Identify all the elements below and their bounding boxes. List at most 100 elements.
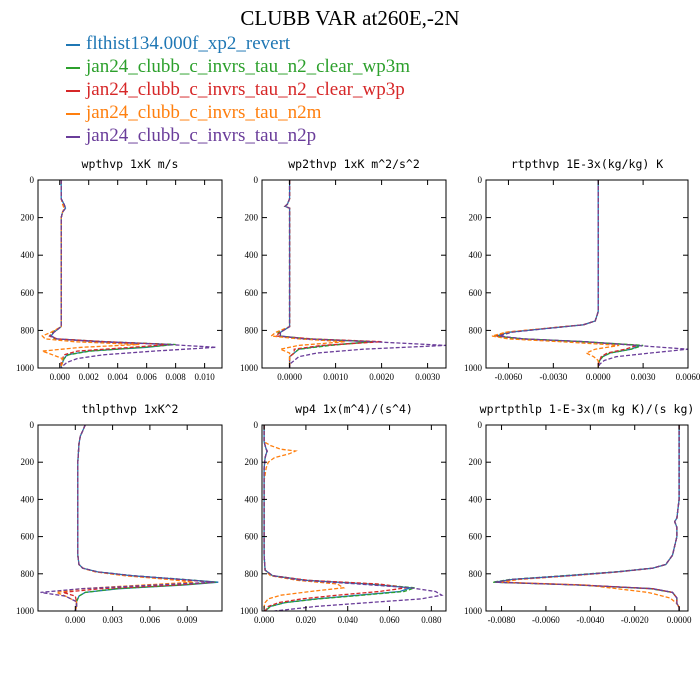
y-tick-label: 600: [21, 288, 35, 298]
x-tick-label: -0.0020: [621, 615, 649, 625]
x-tick-label: 0.000: [50, 372, 71, 382]
series-line: [54, 425, 194, 611]
x-tick-label: 0.000: [65, 615, 86, 625]
series-line: [491, 180, 620, 368]
x-tick-label: -0.0080: [488, 615, 516, 625]
y-tick-label: 1000: [464, 606, 483, 616]
legend-swatch: [66, 66, 80, 69]
series-line: [263, 425, 346, 611]
series-line: [41, 180, 140, 368]
y-tick-label: 1000: [240, 606, 259, 616]
y-tick-label: 200: [245, 457, 259, 467]
legend-label: flthist134.000f_xp2_revert: [86, 33, 291, 54]
legend-swatch: [66, 135, 80, 138]
y-tick-label: 600: [21, 532, 35, 542]
series-line: [40, 425, 215, 611]
x-tick-label: 0.006: [140, 615, 161, 625]
y-tick-label: 800: [21, 325, 35, 335]
x-tick-label: -0.0060: [495, 372, 523, 382]
y-tick-label: 200: [21, 457, 35, 467]
plot-frame: [37, 424, 223, 612]
x-tick-label: 0.002: [79, 372, 99, 382]
subplot: wp2thvp 1xK m^2/s^2 0 200 400 600 800 1000 0.00…: [240, 157, 447, 382]
x-tick-label: -0.0030: [539, 372, 567, 382]
subplot-title: wprtpthlp 1-E-3x(m kg K)/(s kg): [480, 402, 695, 416]
plot-frame: [485, 424, 689, 612]
series-line: [499, 180, 688, 368]
x-tick-label: 0.006: [137, 372, 158, 382]
plot-frame: [261, 424, 447, 612]
x-tick-label: 0.040: [338, 615, 359, 625]
x-tick-label: 0.0030: [631, 372, 656, 382]
plot-frame: [37, 179, 223, 369]
legend: flthist134.000f_xp2_revert jan24_clubb_c…: [66, 32, 410, 147]
y-tick-label: 800: [469, 569, 483, 579]
y-tick-label: 800: [245, 569, 259, 579]
x-tick-label: 0.0000: [586, 372, 611, 382]
y-tick-label: 200: [21, 213, 35, 223]
y-tick-label: 0: [30, 420, 35, 430]
subplot: rtpthvp 1E-3x(kg/kg) K 0 200 400 600 800 1000 -…: [464, 157, 700, 382]
x-tick-label: 0.0020: [369, 372, 394, 382]
subplot-title: wpthvp 1xK m/s: [82, 157, 179, 171]
x-tick-label: 0.060: [379, 615, 400, 625]
y-tick-label: 600: [469, 288, 483, 298]
legend-item: jan24_clubb_c_invrs_tau_n2m: [66, 101, 410, 124]
legend-item: jan24_clubb_c_invrs_tau_n2p: [66, 124, 410, 147]
x-tick-label: 0.0010: [323, 372, 348, 382]
legend-label: jan24_clubb_c_invrs_tau_n2m: [86, 102, 322, 123]
plot-frame: [485, 179, 689, 369]
legend-label: jan24_clubb_c_invrs_tau_n2p: [86, 125, 317, 146]
series-line: [496, 180, 638, 368]
y-tick-label: 400: [469, 494, 483, 504]
y-tick-label: 0: [30, 175, 35, 185]
y-tick-label: 800: [245, 325, 259, 335]
legend-swatch: [66, 112, 80, 115]
y-tick-label: 1000: [240, 363, 259, 373]
x-tick-label: 0.0000: [667, 615, 692, 625]
legend-swatch: [66, 89, 80, 92]
y-tick-label: 400: [469, 250, 483, 260]
y-tick-label: 600: [469, 532, 483, 542]
x-tick-label: 0.0060: [676, 372, 700, 382]
y-tick-label: 1000: [16, 363, 35, 373]
plot-frame: [261, 179, 447, 369]
y-tick-label: 200: [469, 213, 483, 223]
subplot: thlpthvp 1xK^2 0 200 400 600 800 1000 0.000 0.00…: [16, 402, 223, 625]
y-tick-label: 0: [254, 175, 259, 185]
subplot-title: rtpthvp 1E-3x(kg/kg) K: [511, 157, 663, 171]
legend-label: jan24_clubb_c_invrs_tau_n2_clear_wp3p: [86, 79, 405, 100]
legend-item: jan24_clubb_c_invrs_tau_n2_clear_wp3m: [66, 55, 410, 78]
y-tick-label: 400: [245, 494, 259, 504]
y-tick-label: 600: [245, 288, 259, 298]
x-tick-label: 0.004: [108, 372, 129, 382]
y-tick-label: 1000: [464, 363, 483, 373]
x-tick-label: 0.0000: [277, 372, 302, 382]
series-line: [263, 425, 411, 611]
y-tick-label: 0: [478, 175, 483, 185]
x-tick-label: 0.009: [177, 615, 198, 625]
series-line: [48, 180, 169, 368]
y-tick-label: 800: [469, 325, 483, 335]
y-tick-label: 400: [21, 250, 35, 260]
legend-label: jan24_clubb_c_invrs_tau_n2_clear_wp3m: [86, 56, 410, 77]
x-tick-label: 0.000: [254, 615, 275, 625]
x-tick-label: 0.003: [102, 615, 123, 625]
subplot-title: wp2thvp 1xK m^2/s^2: [288, 157, 420, 171]
series-line: [74, 425, 216, 611]
y-tick-label: 0: [478, 420, 483, 430]
y-tick-label: 1000: [16, 606, 35, 616]
x-tick-label: 0.010: [194, 372, 215, 382]
series-line: [494, 425, 680, 611]
subplot: wprtpthlp 1-E-3x(m kg K)/(s kg) 0 200 400 60…: [464, 402, 694, 625]
x-tick-label: 0.0030: [415, 372, 440, 382]
y-tick-label: 400: [21, 494, 35, 504]
x-tick-label: 0.008: [166, 372, 187, 382]
y-tick-label: 200: [245, 213, 259, 223]
x-tick-label: 0.080: [421, 615, 442, 625]
x-tick-label: 0.020: [296, 615, 317, 625]
y-tick-label: 600: [245, 532, 259, 542]
y-tick-label: 800: [21, 569, 35, 579]
series-line: [279, 180, 446, 368]
